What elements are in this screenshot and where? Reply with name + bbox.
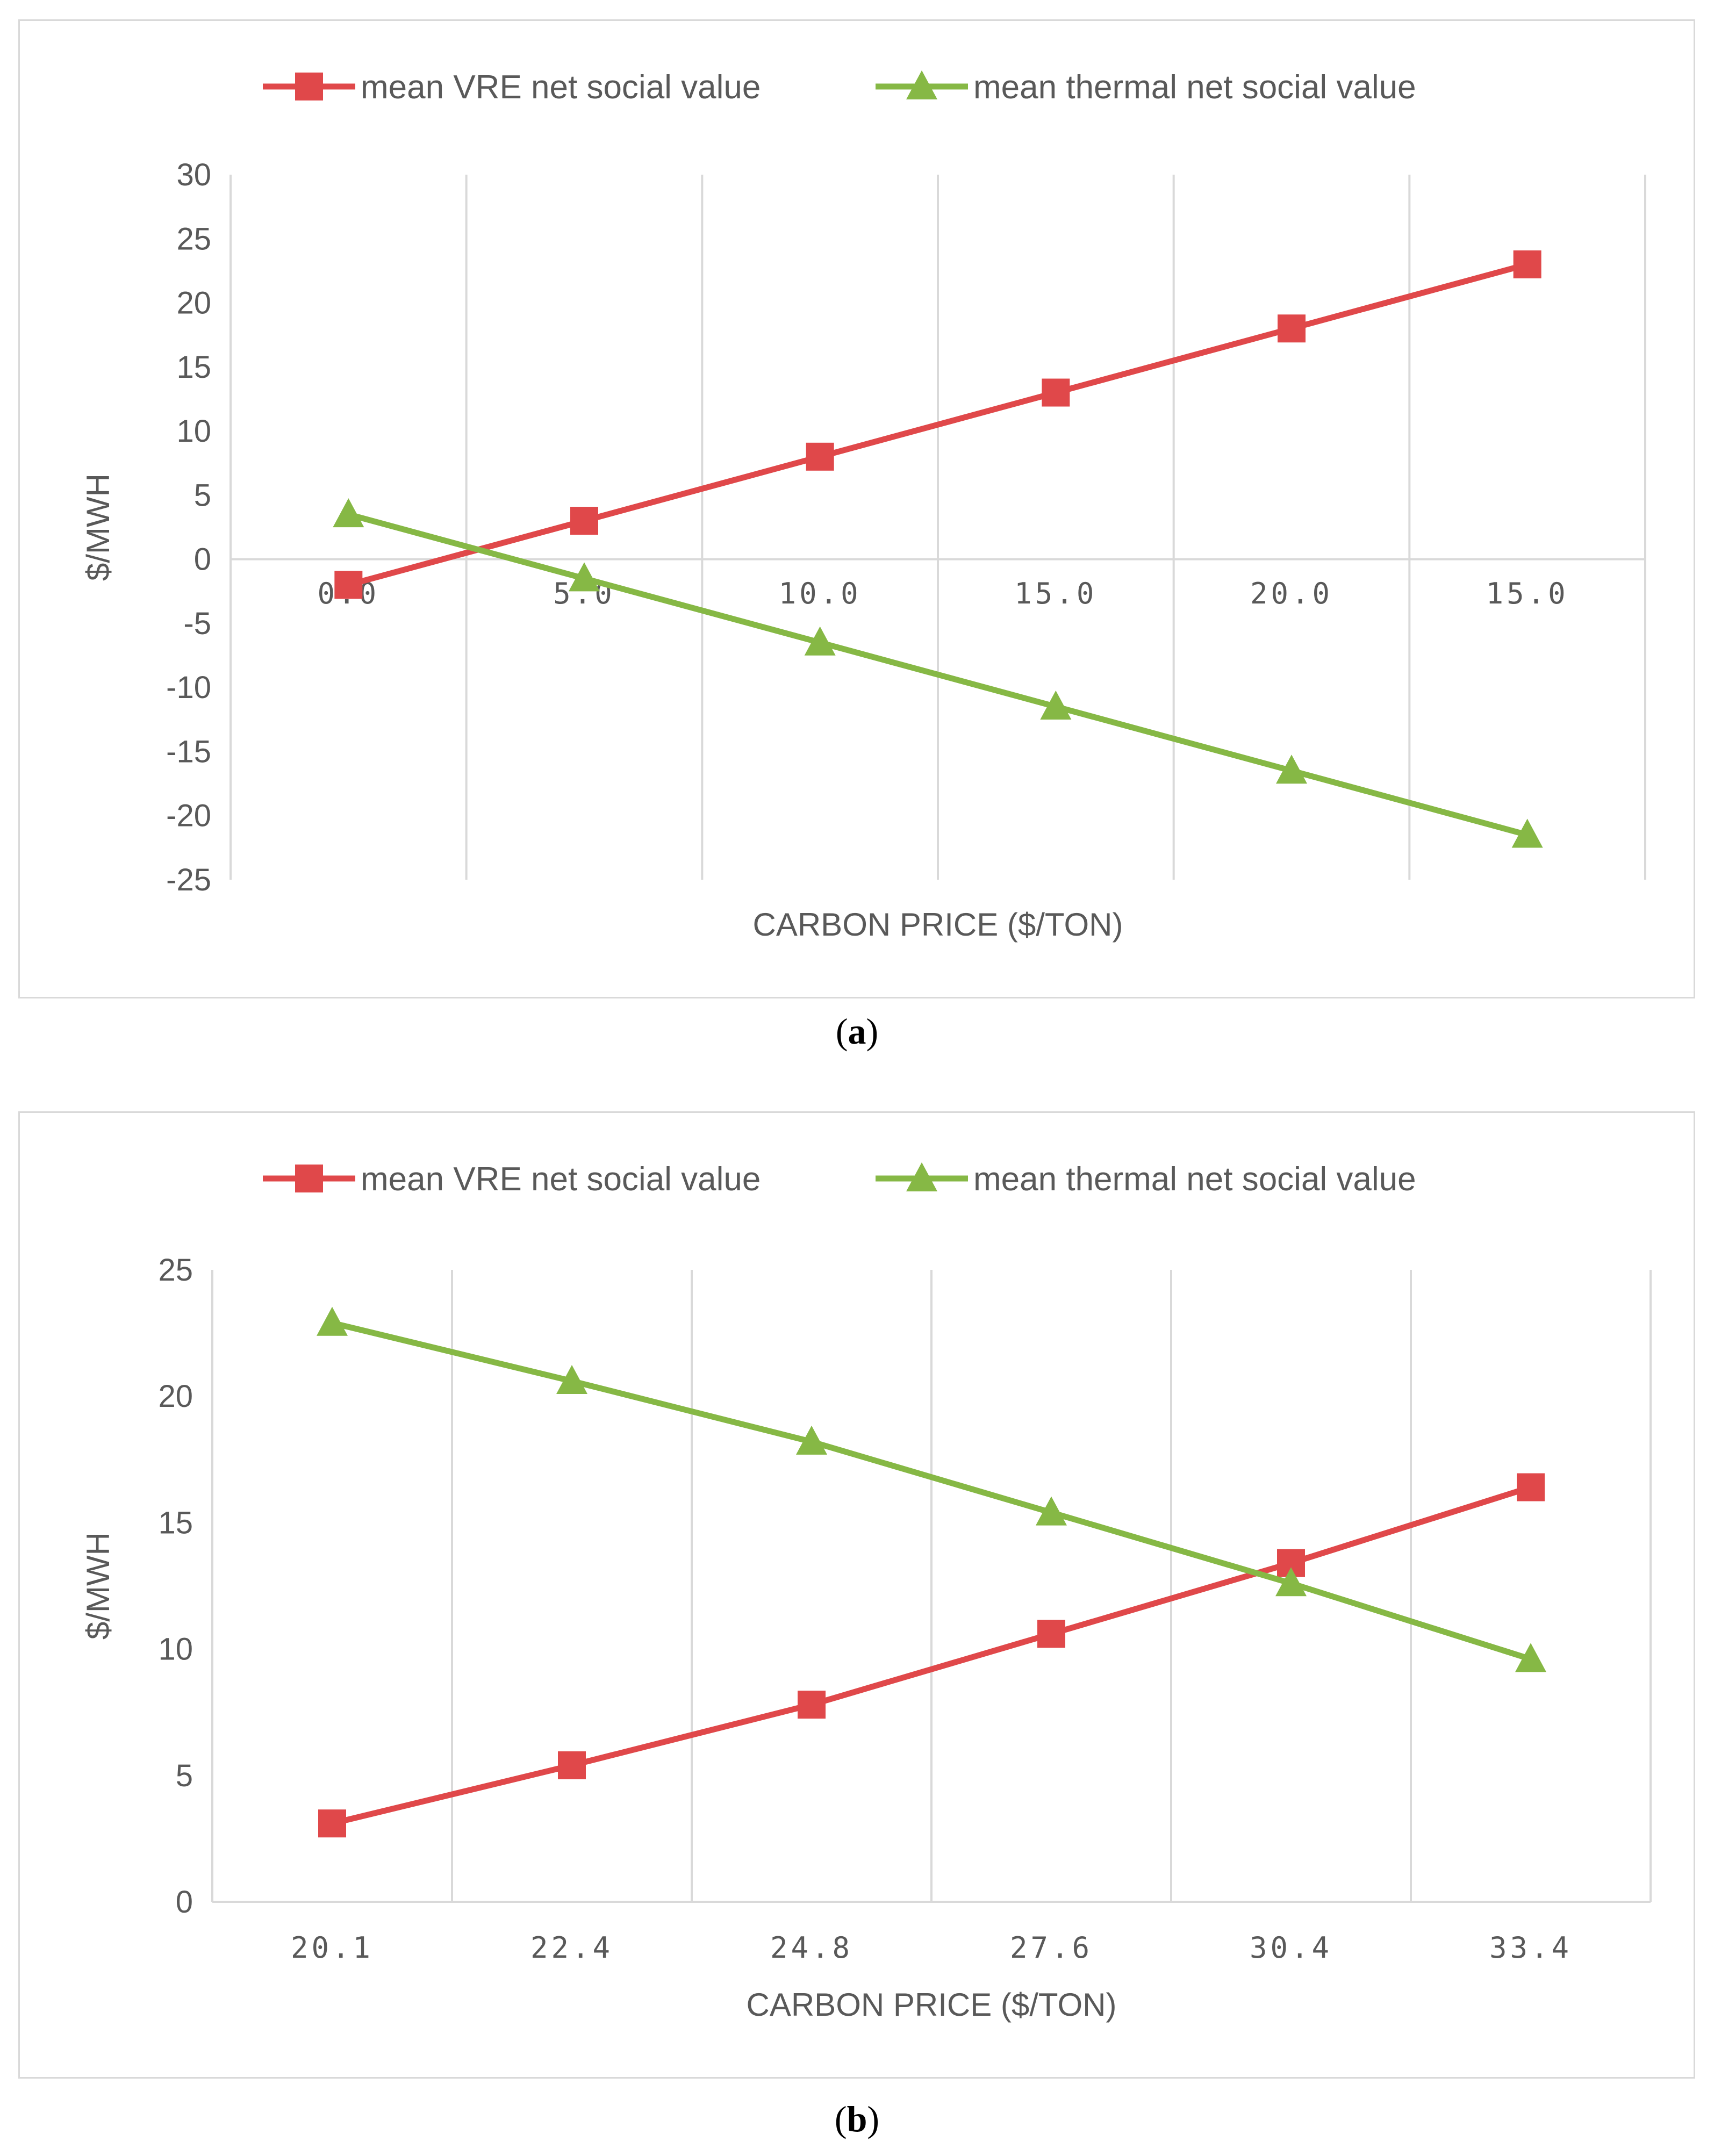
legend-marker-vre-a bbox=[295, 73, 323, 100]
data-point-thermal-a-4 bbox=[1276, 754, 1307, 784]
x-axis-title-a: CARBON PRICE ($/TON) bbox=[753, 907, 1123, 943]
series-line-thermal-b bbox=[331, 1320, 1532, 1662]
x-tick-b: 22.4 bbox=[530, 1931, 613, 1965]
data-point-vre-a-0 bbox=[334, 571, 363, 599]
chart-a: 302520151050-5-10-15-20-250.05.010.015.0… bbox=[80, 69, 1646, 943]
y-tick-b: 20 bbox=[158, 1379, 193, 1414]
series-line-vre-b bbox=[331, 1484, 1532, 1827]
data-point-vre-a-2 bbox=[806, 442, 834, 471]
data-point-thermal-b-3 bbox=[1036, 1496, 1067, 1526]
y-tick-b: 5 bbox=[176, 1758, 193, 1793]
chart-panel-b: 25 20 15 10 5 0 20.1 22.4 24.8 27.6 30.4 33.4 CARBON… bbox=[18, 1111, 1695, 2079]
y-tick-a: 25 bbox=[176, 221, 211, 256]
y-tick-a: 15 bbox=[176, 350, 211, 385]
data-point-thermal-b-4 bbox=[1275, 1567, 1307, 1597]
caption-b: (b) bbox=[834, 2098, 880, 2139]
data-point-vre-a-4 bbox=[1278, 314, 1306, 343]
data-point-thermal-a-3 bbox=[1040, 690, 1072, 720]
y-tick-a: -25 bbox=[166, 863, 211, 897]
data-point-thermal-b-2 bbox=[796, 1425, 827, 1455]
legend-label-vre-b: mean VRE net social value bbox=[361, 1161, 761, 1198]
x-tick-a: 10.0 bbox=[779, 577, 862, 610]
data-point-thermal-a-2 bbox=[804, 626, 836, 656]
data-point-thermal-a-0 bbox=[333, 498, 364, 528]
legend-label-vre-a: mean VRE net social value bbox=[361, 69, 761, 106]
chart-b: 25 20 15 10 5 0 20.1 22.4 24.8 27.6 30.4 33.4 CARBON… bbox=[80, 1161, 1652, 2023]
y-tick-a: -15 bbox=[166, 734, 211, 769]
data-point-vre-b-0 bbox=[318, 1809, 346, 1838]
y-tick-a: -5 bbox=[183, 606, 211, 641]
data-point-vre-a-3 bbox=[1042, 378, 1070, 407]
data-point-vre-b-1 bbox=[558, 1751, 586, 1779]
data-point-thermal-b-5 bbox=[1515, 1643, 1546, 1672]
caption-a-letter: a bbox=[848, 1011, 866, 1052]
x-tick-b: 27.6 bbox=[1010, 1931, 1093, 1965]
y-tick-b: 15 bbox=[158, 1505, 193, 1540]
caption-b-letter: b bbox=[847, 2098, 867, 2139]
x-tick-b: 24.8 bbox=[770, 1931, 853, 1965]
y-tick-a: 10 bbox=[176, 414, 211, 449]
y-tick-b: 25 bbox=[158, 1253, 193, 1288]
legend-marker-thermal-a bbox=[906, 70, 937, 99]
data-point-vre-b-3 bbox=[1037, 1620, 1065, 1648]
legend-label-thermal-a: mean thermal net social value bbox=[973, 69, 1416, 106]
data-point-vre-a-5 bbox=[1513, 250, 1541, 278]
x-tick-a: 20.0 bbox=[1250, 577, 1333, 610]
y-tick-a: 30 bbox=[176, 157, 211, 192]
caption-a: (a) bbox=[835, 1011, 879, 1052]
data-point-thermal-a-5 bbox=[1511, 818, 1543, 848]
chart-panel-a: 302520151050-5-10-15-20-250.05.010.015.0… bbox=[18, 19, 1695, 998]
legend-marker-thermal-b bbox=[906, 1162, 937, 1191]
x-axis-title-b: CARBON PRICE ($/TON) bbox=[747, 1987, 1117, 2023]
x-tick-b: 20.1 bbox=[291, 1931, 374, 1965]
y-tick-a: 20 bbox=[176, 286, 211, 321]
legend-label-thermal-b: mean thermal net social value bbox=[973, 1161, 1416, 1198]
y-tick-a: -10 bbox=[166, 670, 211, 705]
series-line-vre-a bbox=[347, 261, 1529, 588]
y-axis-title-a: $/MWH bbox=[80, 473, 116, 581]
y-tick-b: 10 bbox=[158, 1632, 193, 1667]
data-point-thermal-b-1 bbox=[556, 1364, 587, 1394]
x-tick-a: 15.0 bbox=[1014, 577, 1097, 610]
x-tick-b: 30.4 bbox=[1250, 1931, 1332, 1965]
y-tick-a: 0 bbox=[194, 542, 211, 577]
series-line-thermal-a bbox=[347, 511, 1529, 838]
data-point-vre-a-1 bbox=[570, 507, 598, 535]
data-point-vre-b-5 bbox=[1517, 1473, 1545, 1501]
legend-marker-vre-b bbox=[295, 1165, 323, 1192]
data-point-thermal-a-1 bbox=[569, 562, 600, 592]
x-tick-a: 15.0 bbox=[1486, 577, 1569, 610]
y-axis-title-b: $/MWH bbox=[80, 1532, 116, 1640]
data-point-vre-b-2 bbox=[798, 1691, 826, 1719]
data-point-thermal-b-0 bbox=[317, 1306, 348, 1336]
y-tick-a: -20 bbox=[166, 799, 211, 833]
x-tick-b: 33.4 bbox=[1489, 1931, 1572, 1965]
y-tick-a: 5 bbox=[194, 478, 211, 513]
y-tick-b: 0 bbox=[176, 1885, 193, 1920]
